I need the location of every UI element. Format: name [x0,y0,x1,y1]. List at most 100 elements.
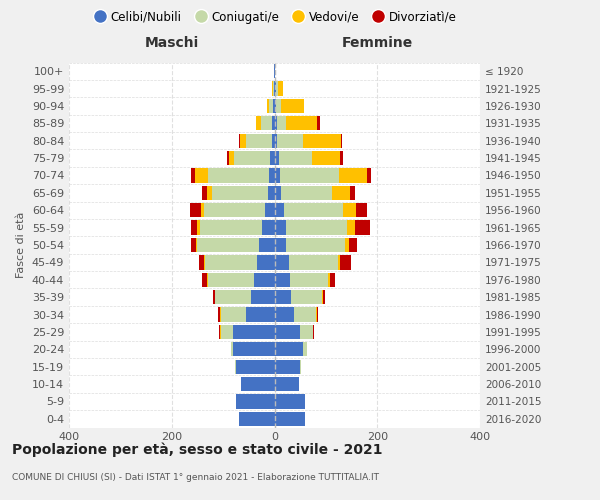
Bar [212,186,268,200]
Bar [274,99,275,113]
Bar [231,342,233,356]
Bar [340,151,343,165]
Bar [202,186,206,200]
Bar [300,360,301,374]
Bar [275,168,280,182]
Bar [281,186,332,200]
Bar [275,186,281,200]
Bar [233,325,275,339]
Bar [275,290,291,304]
Bar [261,116,272,130]
Bar [218,325,220,339]
Bar [275,308,294,322]
Bar [239,412,275,426]
Bar [257,256,275,270]
Bar [201,203,203,218]
Bar [317,116,320,130]
Bar [220,308,221,322]
Bar [208,168,269,182]
Bar [275,256,289,270]
Bar [191,238,196,252]
Bar [272,134,275,148]
Bar [227,151,229,165]
Bar [269,168,275,182]
Bar [208,272,254,287]
Bar [265,203,275,218]
Bar [278,151,312,165]
Bar [275,412,305,426]
Bar [340,256,350,270]
Bar [275,82,278,96]
Bar [215,290,251,304]
Bar [197,238,259,252]
Bar [196,238,197,252]
Bar [323,290,325,304]
Bar [205,256,257,270]
Bar [191,220,197,234]
Bar [236,360,275,374]
Bar [259,238,275,252]
Bar [303,342,307,356]
Legend: Celibi/Nubili, Coniugati/e, Vedovi/e, Divorziatì/e: Celibi/Nubili, Coniugati/e, Vedovi/e, Di… [91,6,461,28]
Bar [199,256,204,270]
Bar [233,342,275,356]
Bar [275,272,290,287]
Bar [280,168,339,182]
Bar [202,272,206,287]
Bar [221,308,246,322]
Bar [290,272,328,287]
Bar [272,116,275,130]
Bar [240,134,246,148]
Bar [294,308,316,322]
Bar [239,134,240,148]
Bar [345,238,349,252]
Bar [206,186,212,200]
Bar [218,308,220,322]
Bar [235,151,271,165]
Bar [203,203,265,218]
Bar [273,82,274,96]
Bar [356,203,367,218]
Bar [220,325,221,339]
Text: Popolazione per età, sesso e stato civile - 2021: Popolazione per età, sesso e stato civil… [12,442,383,457]
Bar [275,134,277,148]
Bar [277,134,303,148]
Bar [213,290,215,304]
Bar [316,308,317,322]
Bar [275,116,277,130]
Bar [241,377,275,391]
Bar [286,116,317,130]
Text: Femmine: Femmine [341,36,413,51]
Bar [268,186,275,200]
Bar [275,99,276,113]
Bar [341,134,343,148]
Bar [200,220,262,234]
Bar [272,82,273,96]
Bar [236,394,275,408]
Bar [195,168,208,182]
Bar [262,220,275,234]
Bar [355,220,370,234]
Bar [254,272,275,287]
Bar [367,168,371,182]
Bar [251,290,275,304]
Bar [343,203,356,218]
Bar [312,151,340,165]
Bar [275,377,299,391]
Bar [322,290,323,304]
Text: Maschi: Maschi [145,36,199,51]
Bar [284,203,343,218]
Bar [206,272,208,287]
Bar [275,394,305,408]
Bar [349,238,356,252]
Bar [267,99,269,113]
Bar [291,290,322,304]
Bar [246,134,272,148]
Bar [339,168,367,182]
Bar [275,151,278,165]
Bar [275,325,300,339]
Bar [332,186,350,200]
Bar [328,272,330,287]
Bar [271,151,275,165]
Bar [256,116,261,130]
